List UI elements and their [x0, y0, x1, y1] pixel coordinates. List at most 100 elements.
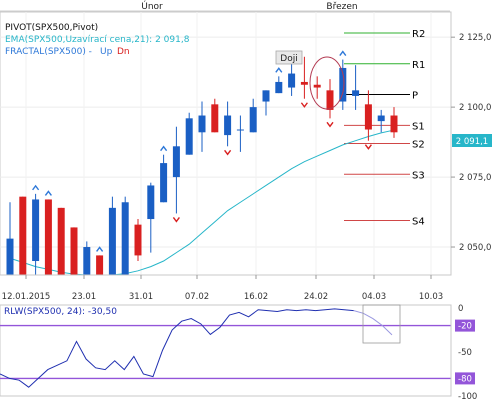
indicator-levels — [0, 324, 451, 380]
candle-15 — [198, 101, 206, 152]
candle-23 — [300, 56, 308, 99]
candle-body-24 — [313, 84, 321, 88]
candle-body-23 — [300, 81, 308, 85]
candle-body-16 — [211, 104, 219, 133]
candle-18 — [236, 115, 244, 152]
doji-annotation: Doji — [275, 50, 345, 110]
candle-body-0 — [6, 238, 14, 275]
candle-body-18 — [236, 129, 244, 131]
candle-16 — [211, 98, 219, 133]
candle-body-14 — [185, 118, 193, 155]
time-tick-label-7: 10.03 — [419, 292, 443, 302]
indicator-tick-label-4: -100 — [458, 392, 477, 401]
candle-body-15 — [198, 115, 206, 133]
candle-17 — [224, 101, 232, 147]
fractal-up-2 — [96, 246, 104, 252]
legend-ema: EMA(SPX500,Uzavírací cena,21): 2 091,8 — [5, 35, 190, 45]
indicator-tick-label-3: -80 — [458, 374, 472, 384]
candle-body-1 — [19, 196, 27, 275]
candle-6 — [83, 241, 91, 275]
candles — [6, 51, 398, 275]
candle-29 — [377, 109, 385, 133]
candle-body-5 — [70, 227, 78, 275]
candle-body-28 — [364, 104, 372, 130]
fractal-dn-9 — [326, 121, 334, 128]
indicator-tick-box-1 — [455, 319, 475, 332]
candle-body-8 — [108, 207, 116, 275]
pivot-label-S2: S2 — [412, 140, 425, 151]
candle-body-12 — [160, 163, 168, 203]
candle-body-27 — [352, 90, 360, 96]
candle-8 — [108, 196, 116, 275]
candle-30 — [390, 107, 398, 138]
candle-body-6 — [83, 247, 91, 275]
pivot-label-P: P — [412, 91, 418, 102]
fractals — [32, 50, 372, 252]
pivot-label-R1: R1 — [412, 60, 425, 71]
pivot-label-S4: S4 — [412, 216, 425, 227]
candle-body-11 — [147, 185, 155, 220]
legend-pivot: PIVOT(SPX500,Pivot) — [5, 23, 98, 33]
candle-body-26 — [339, 67, 347, 102]
pivot-levels: R2 R1 P S1 S2 S3 S4 — [344, 29, 425, 227]
price-tick-label-0: 2 125,0 — [459, 33, 491, 43]
pivot-label-R2: R2 — [412, 29, 425, 40]
candle-0 — [6, 202, 14, 275]
candle-26 — [339, 59, 347, 110]
candle-body-3 — [44, 199, 52, 275]
candle-2 — [32, 193, 40, 275]
candle-body-22 — [288, 73, 296, 88]
candle-19 — [249, 98, 257, 133]
candle-14 — [185, 112, 193, 155]
price-axis: 2 125,0 2 100,0 2 075,0 2 050,0 — [450, 12, 491, 275]
fractal-up-4 — [275, 67, 283, 73]
candle-28 — [364, 90, 372, 141]
candle-body-13 — [172, 146, 180, 178]
candle-20 — [262, 90, 270, 116]
fractal-up-5 — [339, 50, 347, 56]
candle-10 — [134, 219, 142, 262]
candle-11 — [147, 182, 155, 253]
candle-body-30 — [390, 115, 398, 133]
fractal-dn-8 — [300, 102, 308, 108]
time-tick-label-2: 31.01 — [129, 292, 153, 302]
indicator-axis: 0 -20 -50 -80 -100 — [450, 304, 477, 401]
indicator-label: RLW(SPX500, 24): -30,50 — [4, 307, 117, 317]
candle-body-7 — [96, 255, 104, 275]
rlw-line-tail — [353, 310, 393, 336]
candle-24 — [313, 76, 321, 99]
time-tick-label-6: 04.03 — [362, 292, 386, 302]
indicator-tick-box-3 — [455, 372, 475, 385]
indicator-plot-frame — [0, 304, 452, 397]
fractal-dn-10 — [364, 144, 372, 150]
time-tick-label-1: 23.01 — [72, 292, 96, 302]
candle-27 — [352, 65, 360, 110]
candle-4 — [57, 207, 65, 275]
candle-13 — [172, 126, 180, 214]
fractal-dn-7 — [224, 149, 232, 156]
fractal-dn-6 — [172, 217, 180, 223]
time-tick-label-5: 24.02 — [304, 292, 328, 302]
candle-body-29 — [377, 115, 385, 122]
price-tick-label-3: 2 050,0 — [459, 243, 491, 253]
top-marker-label-1: Březen — [326, 2, 357, 12]
indicator-tick-label-2: -50 — [458, 348, 472, 358]
fractal-up-0 — [32, 184, 40, 191]
indicator-pane: RLW(SPX500, 24): -30,50 0 -20 -50 -80 -100 — [0, 304, 477, 401]
candle-body-21 — [275, 81, 283, 94]
doji-circle — [309, 56, 345, 110]
time-tick-label-4: 16.02 — [244, 292, 268, 302]
candle-25 — [326, 79, 334, 119]
candle-3 — [44, 199, 52, 275]
price-tag: 2 091,1 — [452, 134, 492, 147]
indicator-tick-label-1: -20 — [458, 322, 472, 332]
legend: PIVOT(SPX500,Pivot) EMA(SPX500,Uzavírací… — [5, 23, 190, 57]
candle-body-2 — [32, 199, 40, 262]
price-grid — [0, 12, 451, 275]
candle-body-10 — [134, 224, 142, 256]
fractal-up-3 — [160, 145, 168, 152]
candle-body-25 — [326, 90, 334, 110]
legend-fractal: FRACTAL(SPX500) - — [5, 47, 92, 57]
legend-fractal-up: Up — [100, 47, 113, 57]
